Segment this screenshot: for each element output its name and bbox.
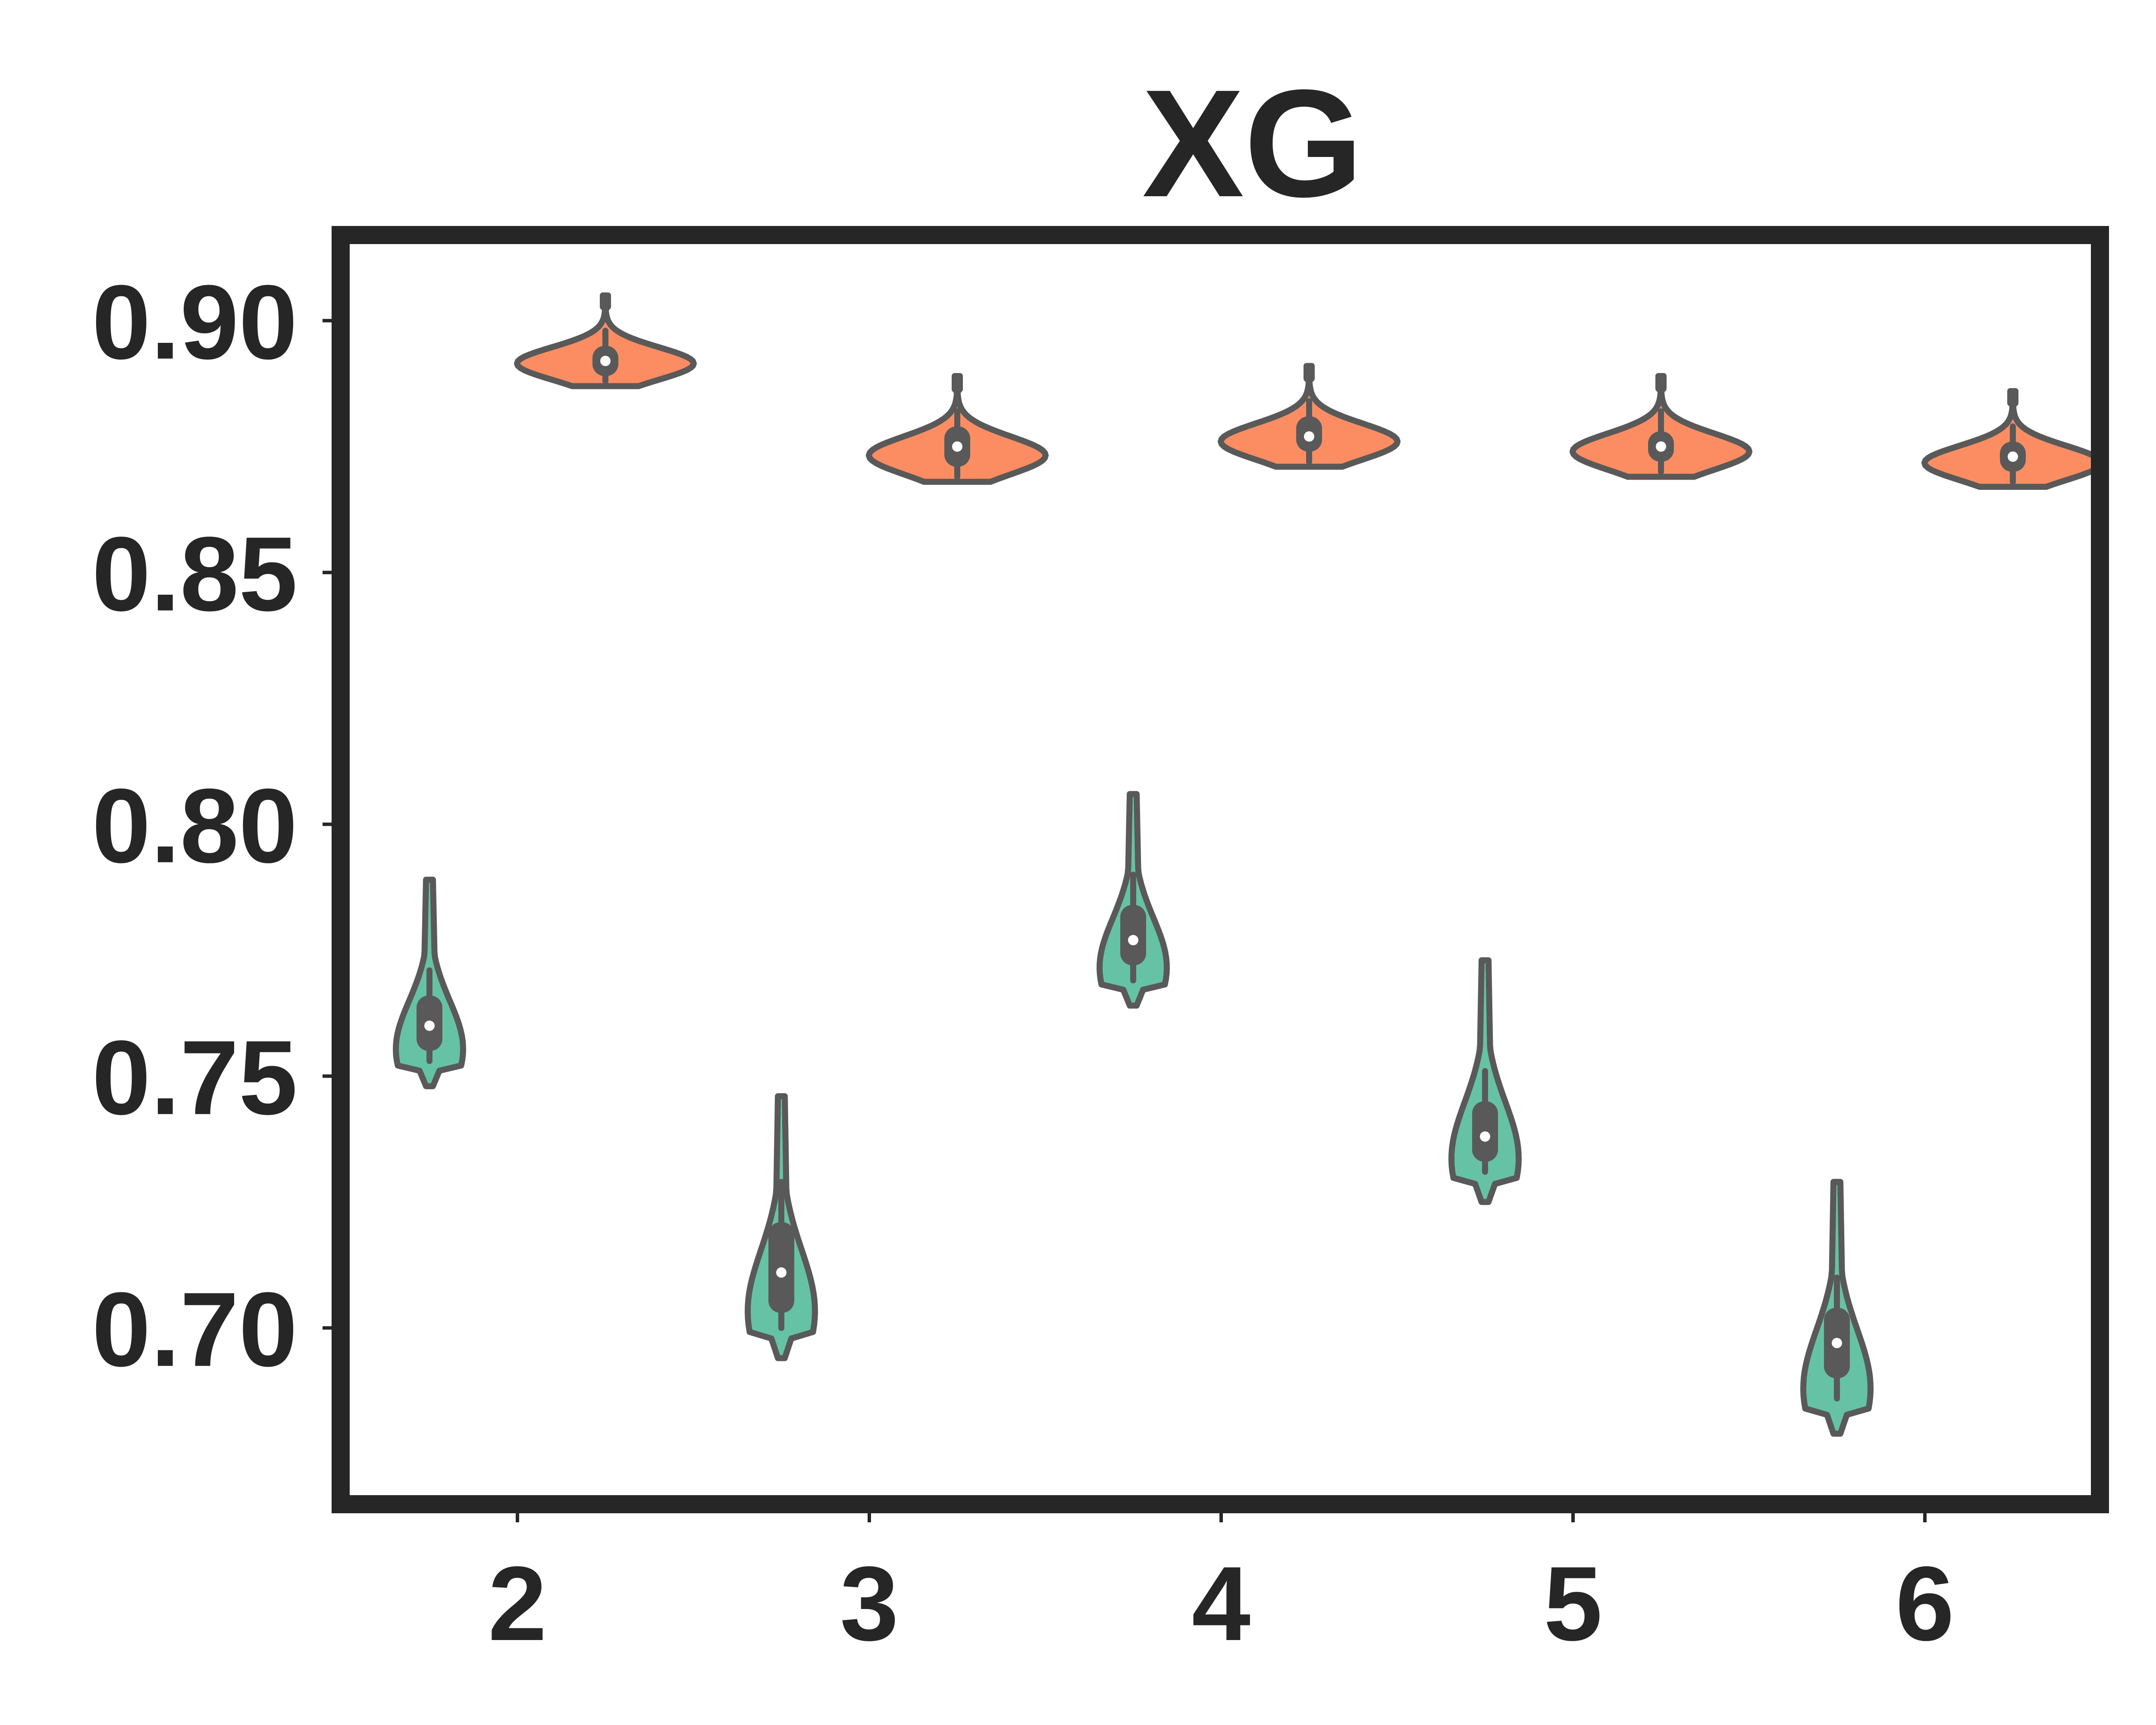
violin-median-point xyxy=(2008,452,2018,462)
y-tick-label: 0.80 xyxy=(92,766,298,884)
violin-right-3 xyxy=(869,376,1046,482)
x-tick-label: 3 xyxy=(840,1544,899,1662)
x-axis: 2 3 4 5 6 xyxy=(488,1513,1954,1662)
chart-title: XG xyxy=(1142,58,1363,229)
y-tick-label: 0.70 xyxy=(92,1270,298,1388)
x-tick-label: 6 xyxy=(1896,1544,1954,1662)
violin-left-5 xyxy=(1451,960,1519,1202)
violin-left-3 xyxy=(748,1096,815,1358)
violin-median-point xyxy=(1656,442,1666,452)
violin-median-point xyxy=(776,1267,787,1278)
x-tick-label: 5 xyxy=(1544,1544,1602,1662)
violin-median-point xyxy=(952,442,962,452)
x-tick-label: 2 xyxy=(488,1544,547,1662)
violin-median-point xyxy=(1304,431,1314,442)
violin-left-2 xyxy=(396,880,463,1086)
y-tick-label: 0.90 xyxy=(92,263,298,381)
violin-right-4 xyxy=(1221,366,1398,467)
x-tick-label: 4 xyxy=(1192,1544,1250,1662)
violin-median-point xyxy=(1832,1338,1842,1348)
violin-right-5 xyxy=(1573,376,1749,477)
plot-area xyxy=(396,295,2101,1433)
violin-median-point xyxy=(1480,1131,1490,1142)
violin-median-point xyxy=(424,1021,435,1031)
y-tick-label: 0.85 xyxy=(92,514,298,633)
y-axis: 0.70 0.75 0.80 0.85 0.90 xyxy=(92,263,332,1389)
y-tick-label: 0.75 xyxy=(92,1018,298,1136)
violin-median-point xyxy=(1128,935,1138,945)
violin-median-point xyxy=(600,356,611,366)
violin-right-6 xyxy=(1924,391,2101,487)
violin-right-2 xyxy=(517,295,694,386)
violin-left-4 xyxy=(1100,794,1167,1006)
violin-left-6 xyxy=(1803,1182,1871,1434)
